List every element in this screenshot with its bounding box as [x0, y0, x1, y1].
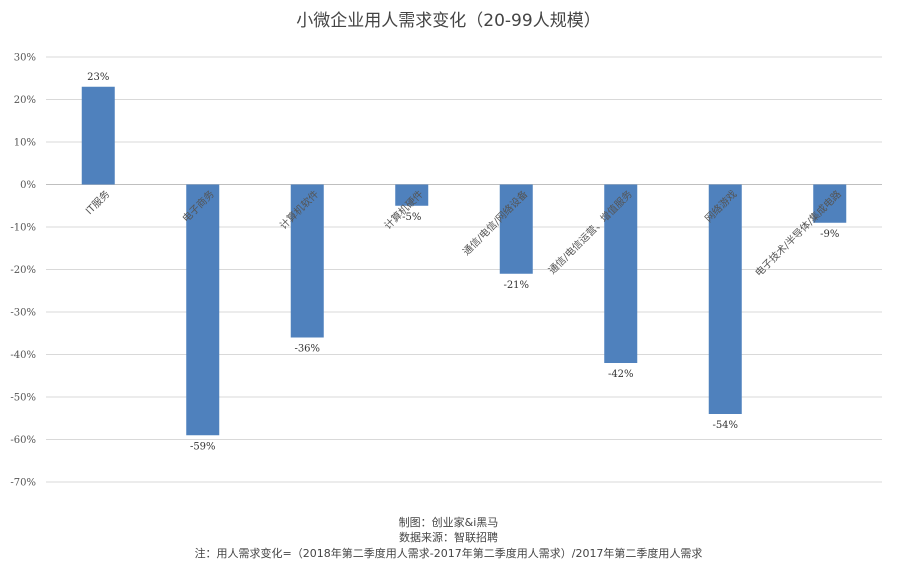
bar-chart: 30%20%10%0%-10%-20%-30%-40%-50%-60%-70% …	[10, 53, 882, 489]
data-label: -42%	[608, 369, 634, 380]
data-label: -5%	[402, 212, 421, 223]
data-label: -9%	[820, 229, 839, 240]
y-tick-label: -30%	[10, 308, 36, 319]
y-tick-label: -40%	[10, 350, 36, 361]
data-source: 数据来源：智联招聘	[399, 531, 498, 544]
y-axis: 30% 20% 10% 0% -10% -20% -30% -40% -50% -60% -70%	[10, 53, 36, 489]
bars	[81, 86, 847, 436]
data-labels: 23% -59% -36% -5% -21% -42% -54% -9%	[87, 72, 839, 453]
bar	[604, 184, 638, 363]
y-tick-label: -20%	[10, 265, 36, 276]
bar	[708, 184, 742, 414]
bar	[290, 184, 324, 338]
gridlines	[46, 56, 882, 483]
y-tick-label: 10%	[14, 138, 36, 149]
data-label: -54%	[712, 420, 738, 431]
data-label: -36%	[294, 344, 320, 355]
y-tick-label: 30%	[14, 53, 36, 64]
y-tick-label: -50%	[10, 393, 36, 404]
category-label: IT服务	[83, 187, 113, 217]
y-tick-label: 0%	[20, 180, 36, 191]
bar	[395, 184, 429, 206]
footnote: 注：用人需求变化=（2018年第二季度用人需求-2017年第二季度用人需求）/2…	[194, 547, 703, 560]
data-label: -59%	[190, 441, 216, 452]
chart-title: 小微企业用人需求变化（20-99人规模）	[296, 11, 601, 31]
bar	[499, 184, 533, 274]
bar	[81, 86, 115, 185]
bar	[186, 184, 220, 436]
y-tick-label: 20%	[14, 95, 36, 106]
data-label: 23%	[87, 72, 109, 83]
chart-credit: 制图：创业家&i黑马	[398, 516, 499, 529]
bar	[813, 184, 847, 223]
y-tick-label: -10%	[10, 223, 36, 234]
y-tick-label: -70%	[10, 478, 36, 489]
y-tick-label: -60%	[10, 435, 36, 446]
data-label: -21%	[503, 280, 529, 291]
